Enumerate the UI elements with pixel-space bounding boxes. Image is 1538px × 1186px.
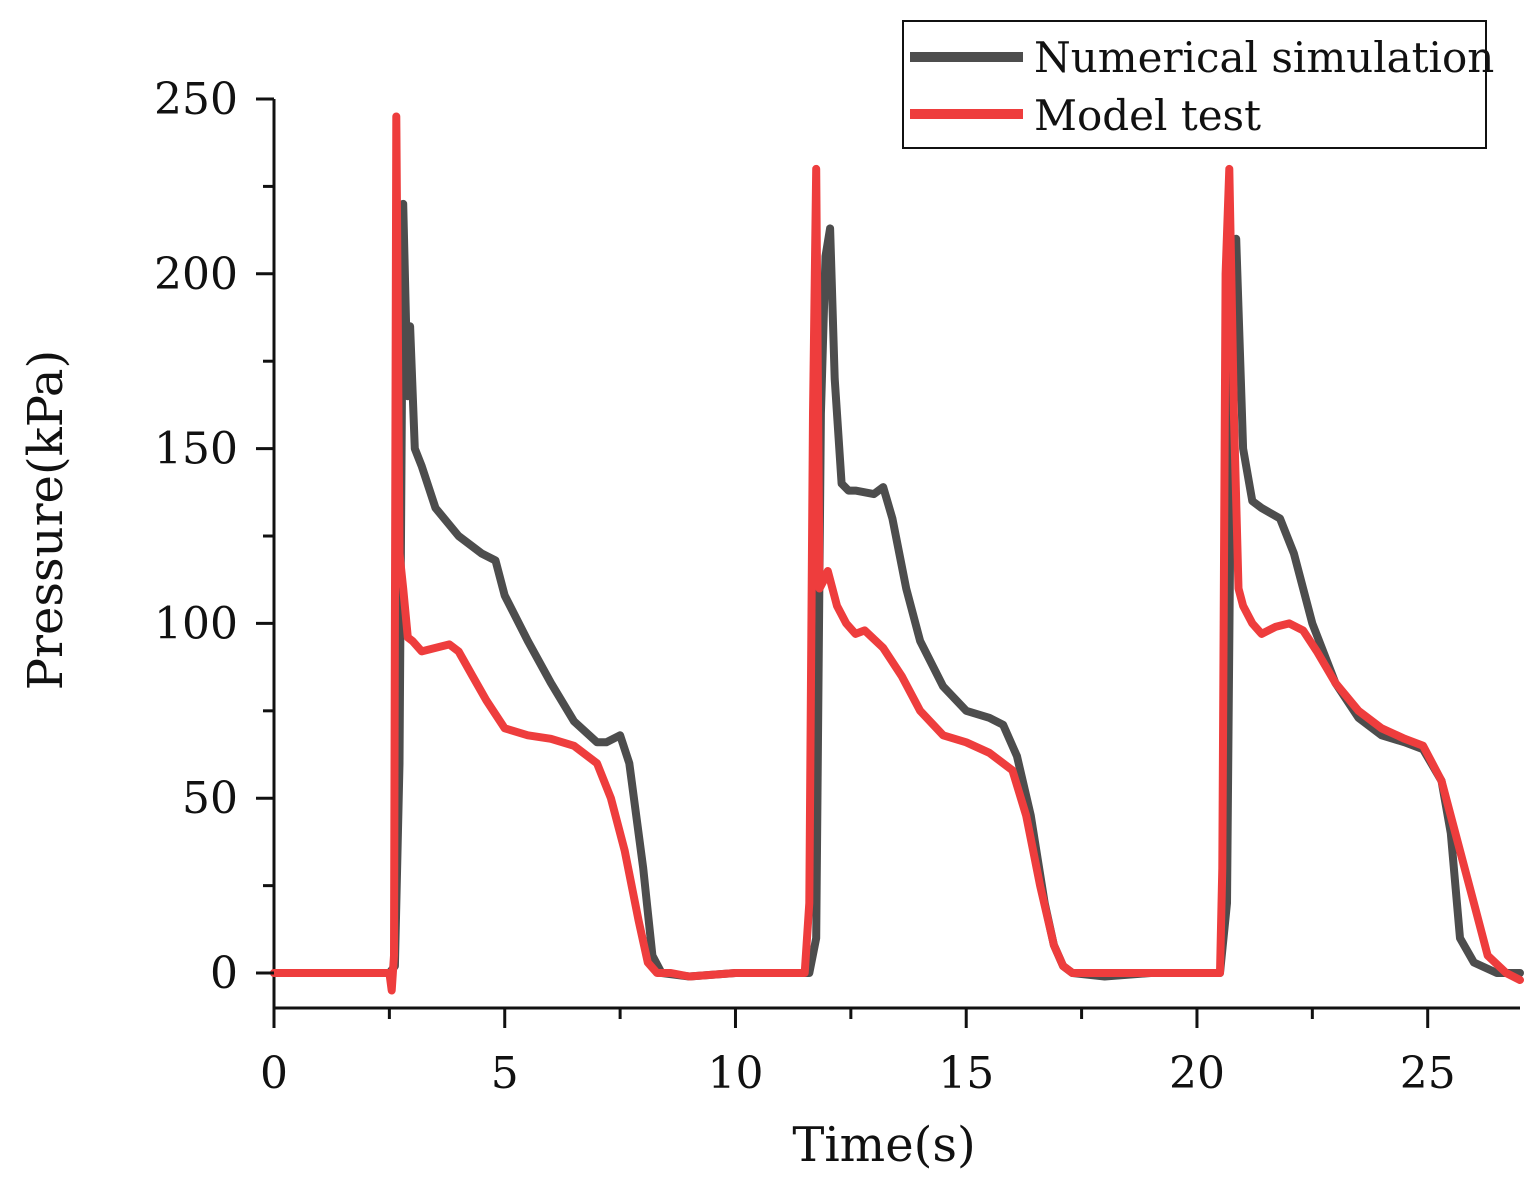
y-axis-title: Pressure(kPa) [18,350,74,690]
x-tick-label: 25 [1400,1048,1456,1099]
x-tick-label: 5 [491,1048,519,1099]
series-line-numerical-simulation [270,199,1524,981]
series-layer [270,112,1524,995]
legend-box [902,20,1487,149]
x-tick-label: 10 [707,1048,763,1099]
y-tick-label: 0 [210,948,238,999]
x-tick-label: 20 [1169,1048,1225,1099]
series-line-model-test [270,112,1524,995]
legend: Numerical simulation Model test [902,20,1494,149]
legend-label-numerical-simulation: Numerical simulation [1034,33,1494,82]
legend-label-model-test: Model test [1034,91,1261,140]
x-tick-label: 15 [938,1048,994,1099]
y-tick-label: 150 [154,424,238,475]
x-tick-label: 0 [260,1048,288,1099]
y-tick-label: 250 [154,74,238,125]
y-tick-label: 100 [154,598,238,649]
y-tick-label: 50 [182,773,238,824]
x-axis-title: Time(s) [792,1117,975,1173]
y-tick-label: 200 [154,249,238,300]
